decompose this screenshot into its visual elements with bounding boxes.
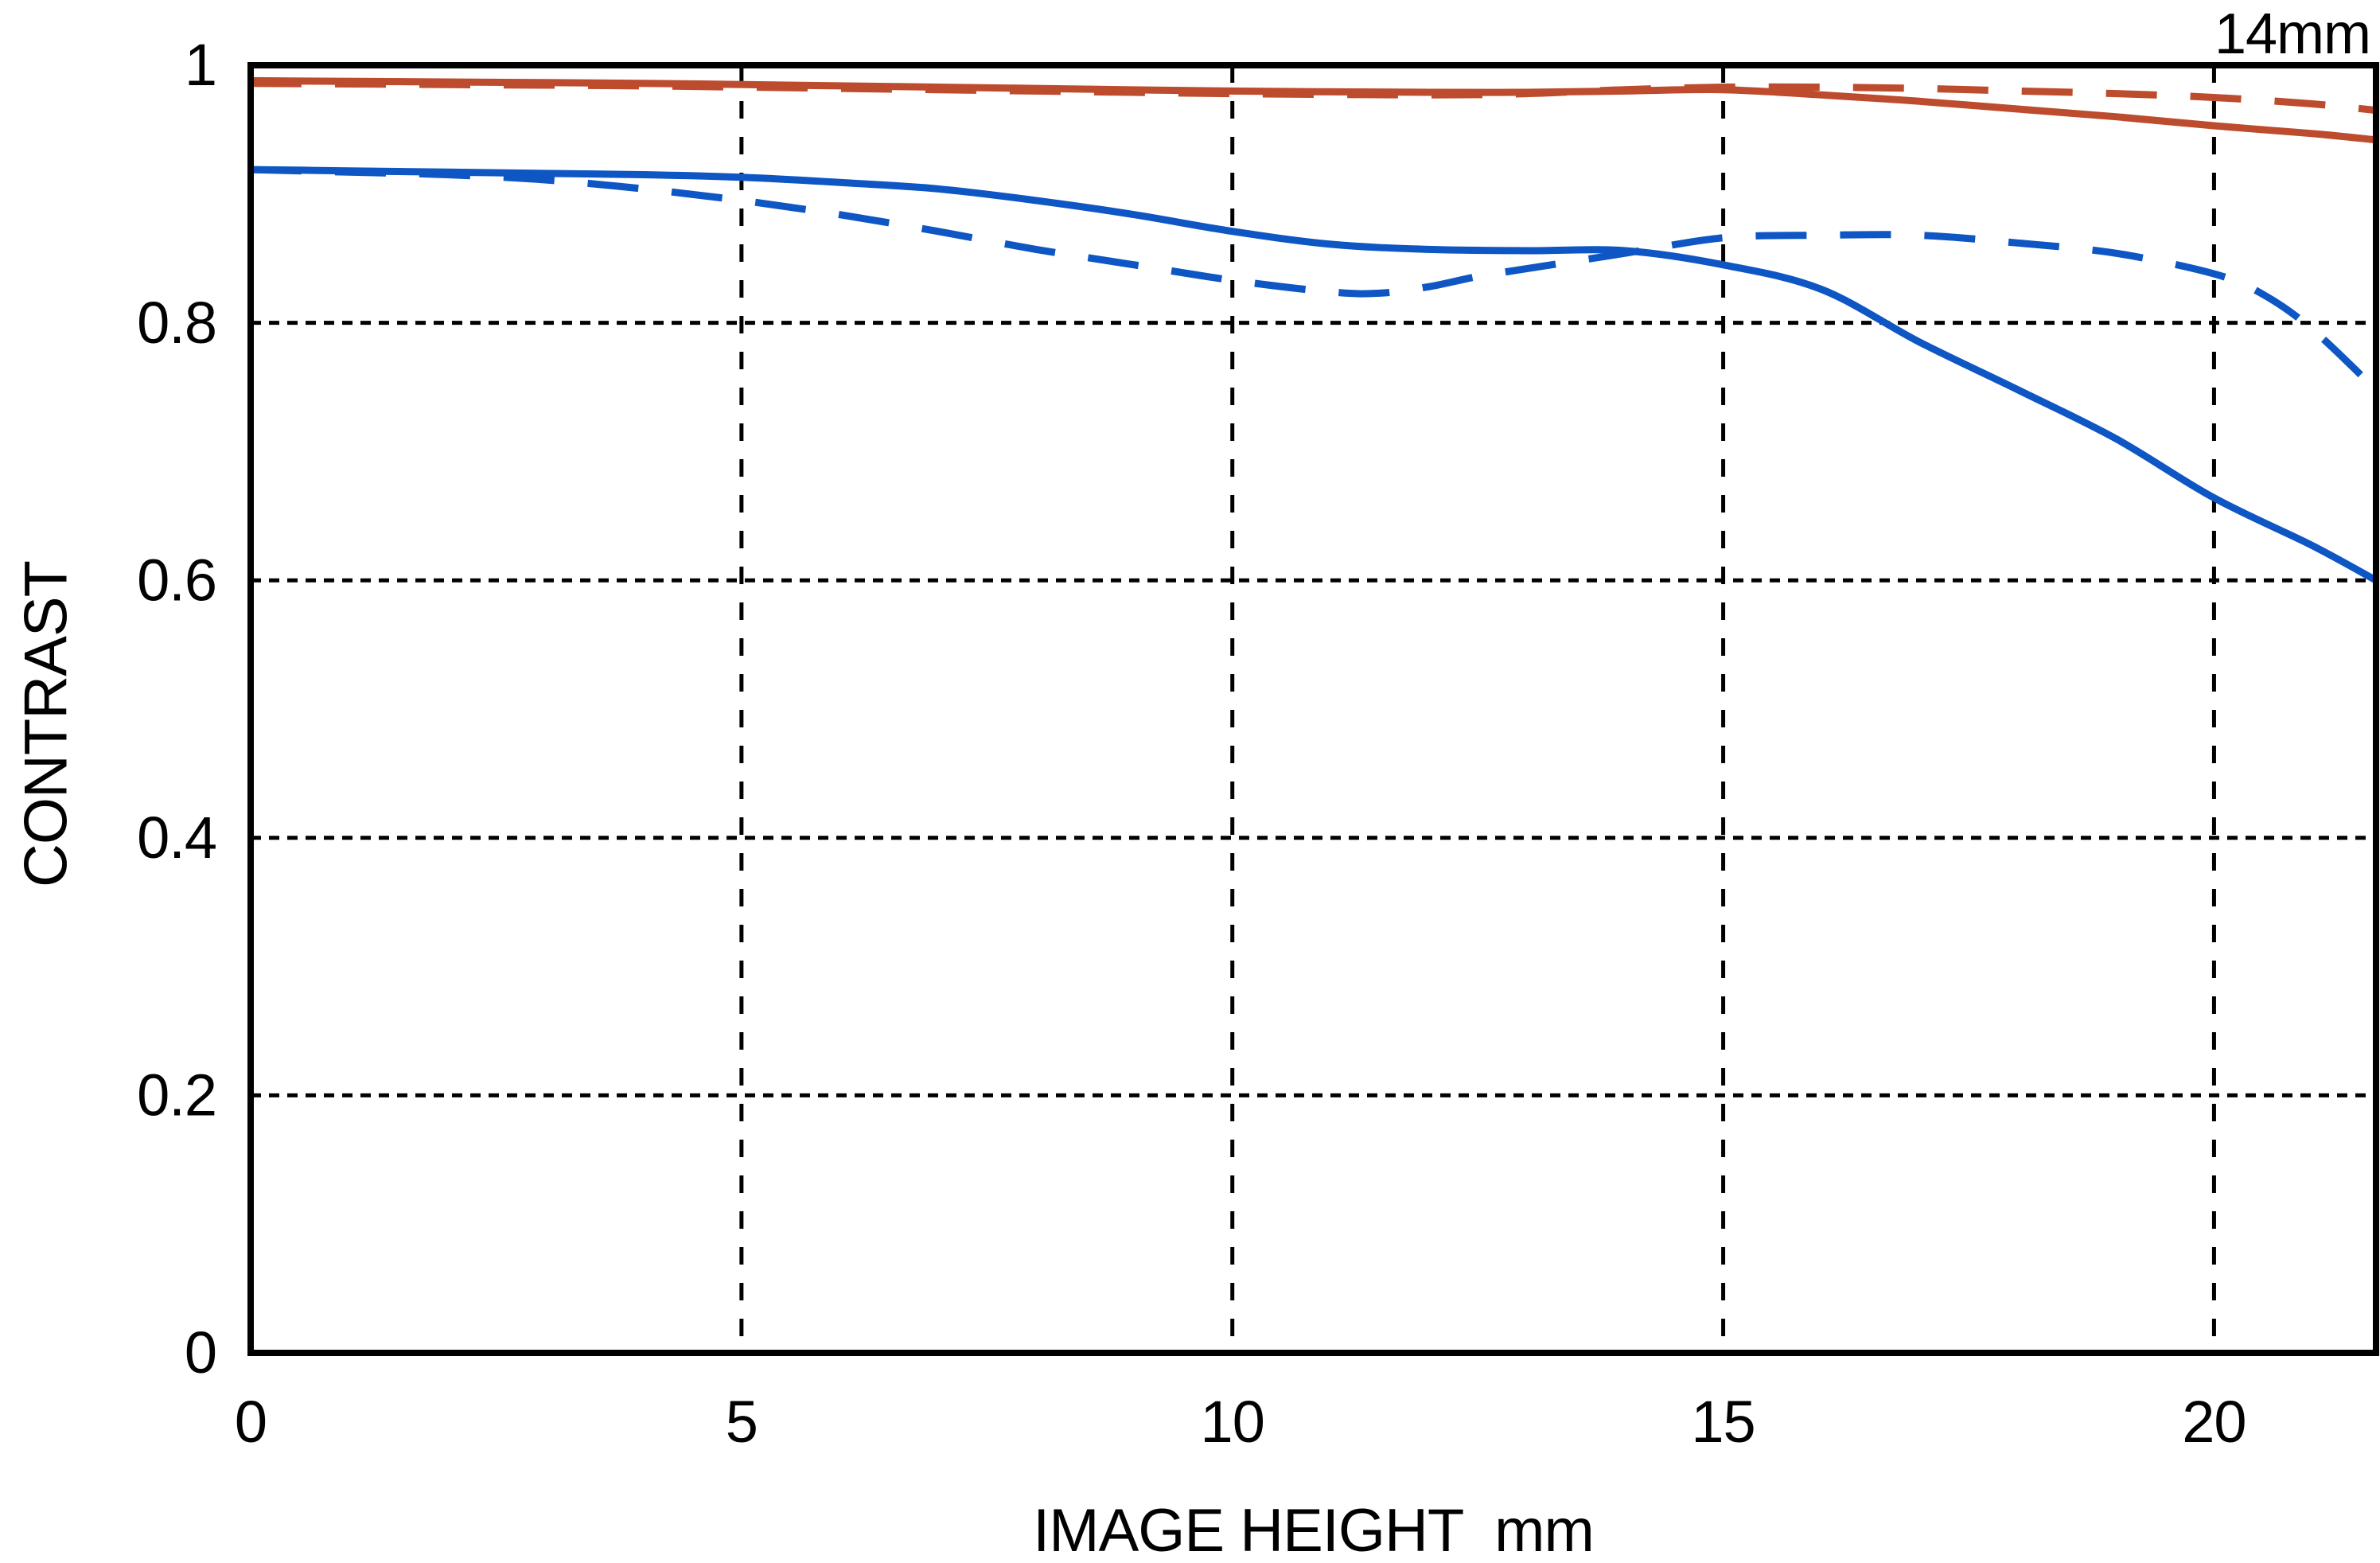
y-tick-label-0.8: 0.8 bbox=[137, 290, 216, 356]
x-tick-label-5: 5 bbox=[726, 1389, 758, 1455]
y-tick-label-0: 0 bbox=[185, 1319, 216, 1386]
x-tick-label-0: 0 bbox=[235, 1389, 267, 1455]
focal-length-annotation: 14mm bbox=[2214, 2, 2371, 66]
x-axis-title: IMAGE HEIGHT mm bbox=[1033, 1497, 1595, 1563]
y-tick-label-1: 1 bbox=[185, 32, 216, 98]
x-tick-label-15: 15 bbox=[1691, 1389, 1755, 1455]
plot-border bbox=[247, 62, 2379, 1356]
y-axis-title: CONTRAST bbox=[12, 561, 80, 887]
curve-blue-dashed bbox=[251, 166, 2376, 392]
curve-blue-solid bbox=[251, 166, 2376, 584]
x-tick-label-10: 10 bbox=[1201, 1389, 1264, 1455]
y-tick-label-0.2: 0.2 bbox=[137, 1062, 216, 1128]
y-tick-label-0.6: 0.6 bbox=[137, 547, 216, 613]
y-tick-label-0.4: 0.4 bbox=[137, 805, 216, 871]
curve-red-dashed bbox=[251, 80, 2376, 115]
x-tick-label-20: 20 bbox=[2182, 1389, 2246, 1455]
